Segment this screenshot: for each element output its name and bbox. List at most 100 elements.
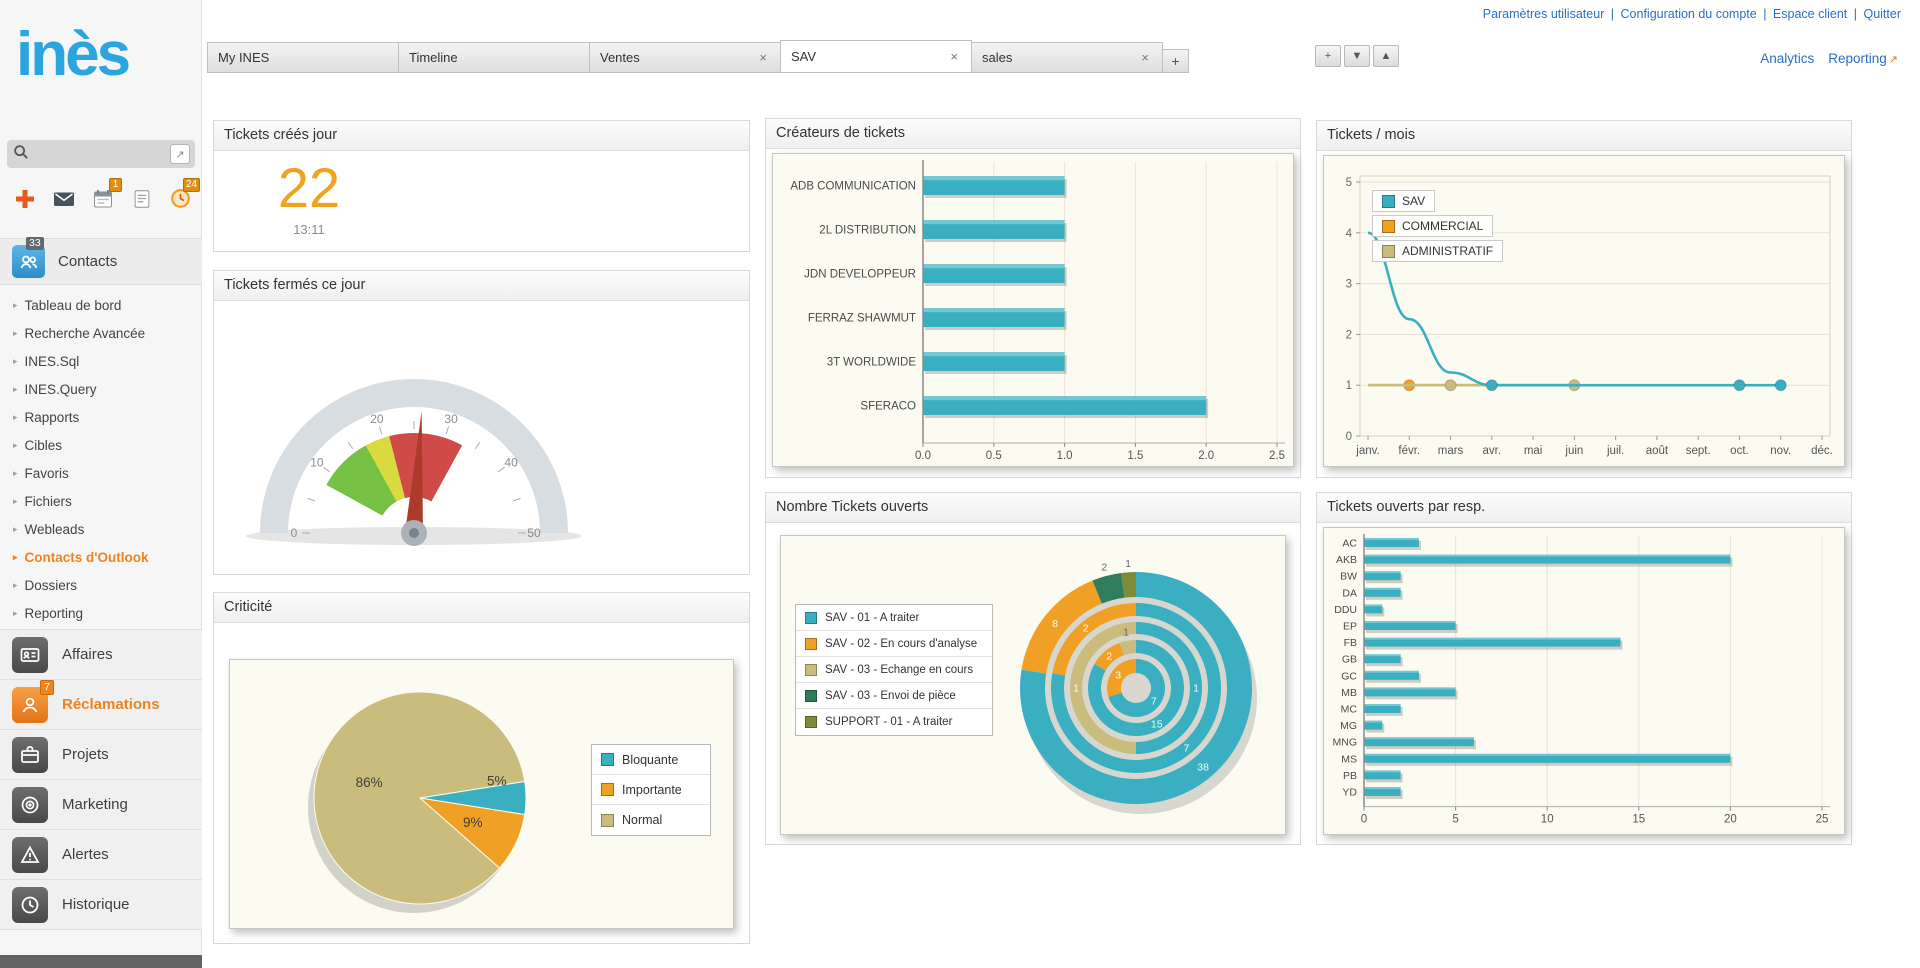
criticite-legend: Bloquante Importante Normal bbox=[591, 744, 711, 836]
tickets-ouverts-rings-chart: SAV - 01 - A traiter SAV - 02 - En cours … bbox=[780, 535, 1286, 835]
link-separator: | bbox=[1607, 7, 1618, 21]
sidebar-item-projets[interactable]: Projets bbox=[0, 730, 202, 780]
mail-icon[interactable] bbox=[48, 183, 79, 214]
svg-text:30: 30 bbox=[444, 412, 458, 426]
sidebar-item-favoris[interactable]: ▸ Favoris bbox=[0, 459, 202, 487]
svg-text:AC: AC bbox=[1342, 538, 1357, 550]
espace-client-link[interactable]: Espace client bbox=[1772, 7, 1848, 21]
quitter-link[interactable]: Quitter bbox=[1863, 7, 1901, 21]
svg-text:AKB: AKB bbox=[1336, 554, 1357, 566]
menu-label: Recherche Avancée bbox=[24, 325, 146, 341]
tab-label: Ventes bbox=[600, 50, 640, 65]
sidebar-toolbar: 1 24 bbox=[9, 178, 200, 214]
tab-my-ines[interactable]: My INES bbox=[207, 42, 399, 73]
svg-text:2: 2 bbox=[1083, 622, 1089, 634]
add-contact-icon[interactable] bbox=[9, 183, 40, 214]
svg-text:MG: MG bbox=[1340, 720, 1357, 732]
menu-label: Tableau de bord bbox=[24, 297, 122, 313]
svg-text:2: 2 bbox=[1346, 329, 1352, 341]
sidebar-item-historique[interactable]: Historique bbox=[0, 880, 202, 930]
sidebar-item-contacts-d-outlook[interactable]: ▸ Contacts d'Outlook bbox=[0, 543, 202, 571]
sidebar-item-affaires[interactable]: Affaires bbox=[0, 630, 202, 680]
legend-item-importante: Importante bbox=[592, 775, 710, 805]
search-box[interactable]: ↗ bbox=[7, 140, 195, 168]
legend-item-sav-03-echange-en-cours: SAV - 03 - Echange en cours bbox=[796, 657, 992, 683]
tab-add-button[interactable]: + bbox=[1315, 45, 1341, 67]
tickets-created-time: 13:11 bbox=[293, 221, 325, 237]
sidebar-item-recherche-avancee[interactable]: ▸ Recherche Avancée bbox=[0, 319, 202, 347]
account-links: Paramètres utilisateur | Configuration d… bbox=[1480, 7, 1904, 21]
search-input[interactable] bbox=[34, 146, 166, 162]
svg-text:GC: GC bbox=[1341, 670, 1357, 682]
sidebar-item-ines-query[interactable]: ▸ INES.Query bbox=[0, 375, 202, 403]
svg-text:7: 7 bbox=[1151, 695, 1157, 707]
legend-item-bloquante: Bloquante bbox=[592, 745, 710, 775]
tab-close-icon[interactable]: × bbox=[759, 50, 767, 65]
panel-createurs-tickets: Créateurs de tickets ADB COMMUNICATION 2L… bbox=[765, 118, 1301, 478]
svg-text:25: 25 bbox=[1816, 814, 1829, 826]
sidebar-item-alertes[interactable]: Alertes bbox=[0, 830, 202, 880]
tab-close-icon[interactable]: × bbox=[950, 49, 958, 64]
svg-text:2: 2 bbox=[1106, 651, 1112, 663]
svg-text:5: 5 bbox=[1452, 814, 1458, 826]
configuration-du-compte-link[interactable]: Configuration du compte bbox=[1620, 7, 1757, 21]
svg-text:1: 1 bbox=[1125, 558, 1131, 570]
legend-swatch bbox=[1382, 219, 1395, 233]
section-label: Historique bbox=[62, 896, 130, 913]
search-popout-icon[interactable]: ↗ bbox=[170, 144, 190, 164]
menu-label: Dossiers bbox=[24, 577, 78, 593]
svg-text:JDN DEVELOPPEUR: JDN DEVELOPPEUR bbox=[804, 269, 916, 281]
sidebar-item-contacts[interactable]: 33 Contacts bbox=[0, 237, 202, 285]
contacts-label: Contacts bbox=[58, 253, 118, 270]
sidebar-item-webleads[interactable]: ▸ Webleads bbox=[0, 515, 202, 543]
bullet-icon: ▸ bbox=[13, 467, 18, 478]
tab-sav[interactable]: SAV × bbox=[780, 40, 972, 73]
svg-text:40: 40 bbox=[504, 455, 518, 469]
parametres-utilisateur-link[interactable]: Paramètres utilisateur bbox=[1482, 7, 1605, 21]
svg-text:BW: BW bbox=[1340, 571, 1357, 583]
section-label: Projets bbox=[62, 746, 109, 763]
gauge-chart: 0 10 20 30 40 50 bbox=[214, 301, 749, 574]
legend-swatch bbox=[1382, 244, 1395, 258]
tab-close-icon[interactable]: × bbox=[1141, 50, 1149, 65]
tickets-created-counter: 22 13:11 bbox=[242, 158, 376, 237]
legend-swatch bbox=[805, 611, 817, 624]
svg-text:MC: MC bbox=[1341, 704, 1358, 716]
tab-add-new[interactable]: + bbox=[1162, 49, 1189, 73]
sidebar-item-ines-sql[interactable]: ▸ INES.Sql bbox=[0, 347, 202, 375]
tab-timeline[interactable]: Timeline bbox=[398, 42, 590, 73]
sidebar-item-tableau-de-bord[interactable]: ▸ Tableau de bord bbox=[0, 291, 202, 319]
svg-text:0: 0 bbox=[1361, 814, 1367, 826]
calendar-icon[interactable]: 1 bbox=[87, 178, 122, 214]
notes-icon[interactable] bbox=[126, 183, 157, 214]
sidebar-item-fichiers[interactable]: ▸ Fichiers bbox=[0, 487, 202, 515]
clock-icon[interactable]: 24 bbox=[165, 178, 200, 214]
idcard-icon bbox=[12, 636, 48, 673]
tickets-ouverts-legend: SAV - 01 - A traiter SAV - 02 - En cours … bbox=[795, 604, 993, 736]
ines-logo[interactable]: inès bbox=[16, 20, 131, 89]
sidebar-item-dossiers[interactable]: ▸ Dossiers bbox=[0, 571, 202, 599]
analytics-link[interactable]: Analytics bbox=[1760, 51, 1815, 66]
svg-text:oct.: oct. bbox=[1730, 445, 1749, 457]
reporting-link[interactable]: Reporting ↗ bbox=[1828, 51, 1898, 66]
history-icon bbox=[12, 886, 48, 923]
svg-text:1: 1 bbox=[1346, 380, 1352, 392]
legend-item-commercial: COMMERCIAL bbox=[1372, 215, 1494, 237]
svg-text:3: 3 bbox=[1115, 670, 1121, 682]
tab-sales[interactable]: sales × bbox=[971, 42, 1163, 73]
legend-swatch bbox=[601, 813, 614, 827]
sidebar-item-reclamations[interactable]: 7 Réclamations bbox=[0, 679, 202, 730]
sidebar-item-rapports[interactable]: ▸ Rapports bbox=[0, 403, 202, 431]
external-link-icon: ↗ bbox=[1888, 54, 1898, 66]
svg-text:38: 38 bbox=[1197, 761, 1209, 773]
tab-scroll-up-button[interactable]: ▲ bbox=[1373, 45, 1399, 67]
svg-text:4: 4 bbox=[1346, 228, 1353, 240]
sidebar-item-reporting[interactable]: ▸ Reporting bbox=[0, 599, 202, 627]
sidebar-item-marketing[interactable]: Marketing bbox=[0, 780, 202, 830]
tab-scroll-down-button[interactable]: ▼ bbox=[1344, 45, 1370, 67]
sidebar-item-cibles[interactable]: ▸ Cibles bbox=[0, 431, 202, 459]
legend-item-sav-01-a-traiter: SAV - 01 - A traiter bbox=[796, 605, 992, 631]
tab-ventes[interactable]: Ventes × bbox=[589, 42, 781, 73]
panel-title: Nombre Tickets ouverts bbox=[766, 493, 1300, 523]
svg-text:févr.: févr. bbox=[1398, 445, 1420, 457]
